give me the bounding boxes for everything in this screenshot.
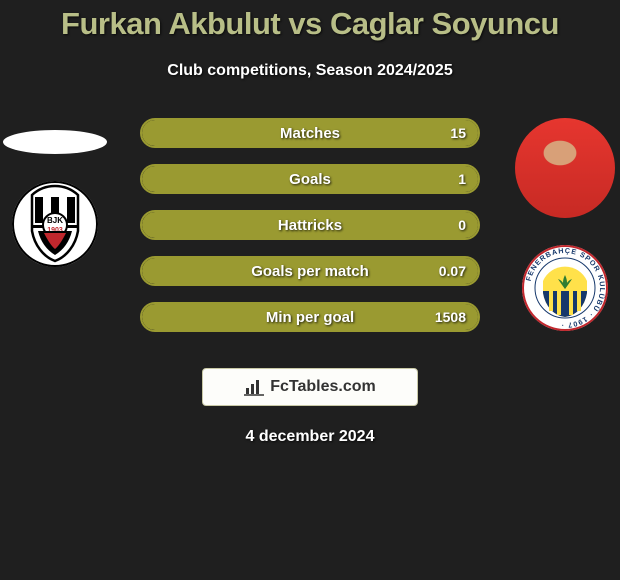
stat-bar: Min per goal1508 (140, 302, 480, 332)
stat-bar: Goals per match0.07 (140, 256, 480, 286)
stat-label: Goals (142, 171, 478, 188)
left-player-column: BJK 1903 (0, 118, 110, 267)
footer-date: 4 december 2024 (0, 428, 620, 446)
left-player-photo-placeholder (3, 130, 107, 154)
stat-label: Min per goal (142, 309, 478, 326)
stat-right-value: 1 (458, 171, 466, 187)
bar-chart-icon (244, 378, 264, 396)
right-player-column: FENERBAHÇE SPOR KULÜBÜ · 1907 · (510, 118, 620, 331)
stat-bar: Hattricks0 (140, 210, 480, 240)
stat-right-value: 0.07 (439, 263, 466, 279)
stat-bars: Matches15 Goals1 Hattricks0 Goals per match… (140, 118, 480, 348)
stat-bar: Goals1 (140, 164, 480, 194)
footer-brand-badge: FcTables.com (202, 368, 418, 406)
besiktas-badge-icon: BJK 1903 (12, 181, 98, 267)
subtitle: Club competitions, Season 2024/2025 (0, 62, 620, 80)
right-player-photo (515, 118, 615, 218)
footer-brand-text: FcTables.com (270, 378, 376, 396)
svg-text:BJK: BJK (47, 216, 63, 225)
stat-label: Hattricks (142, 217, 478, 234)
stat-bar: Matches15 (140, 118, 480, 148)
stat-right-value: 15 (450, 125, 466, 141)
left-club-badge: BJK 1903 (12, 181, 98, 267)
stats-area: BJK 1903 FENERBAHÇE SPOR KULÜBÜ · 1907 · (0, 118, 620, 358)
stat-label: Matches (142, 125, 478, 142)
fenerbahce-badge-icon: FENERBAHÇE SPOR KULÜBÜ · 1907 · (522, 245, 608, 331)
stat-label: Goals per match (142, 263, 478, 280)
right-club-badge: FENERBAHÇE SPOR KULÜBÜ · 1907 · (522, 245, 608, 331)
stat-right-value: 1508 (435, 309, 466, 325)
page-title: Furkan Akbulut vs Caglar Soyuncu (0, 0, 620, 42)
stat-right-value: 0 (458, 217, 466, 233)
